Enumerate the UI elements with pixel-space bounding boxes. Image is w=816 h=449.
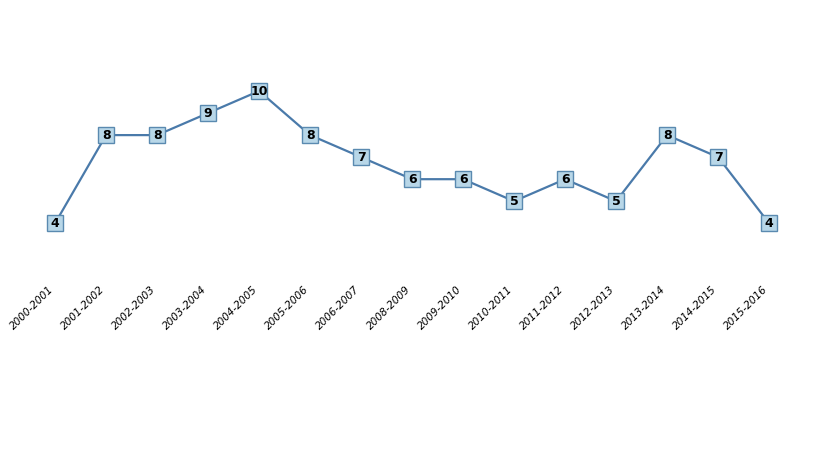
Text: 5: 5	[510, 195, 518, 208]
Text: 7: 7	[357, 151, 366, 163]
Text: 4: 4	[765, 217, 774, 230]
Text: 8: 8	[102, 128, 110, 141]
Text: 5: 5	[612, 195, 620, 208]
Text: 10: 10	[251, 84, 268, 97]
Text: 7: 7	[714, 151, 722, 163]
Text: 9: 9	[204, 106, 212, 119]
Text: 8: 8	[306, 128, 314, 141]
Text: 4: 4	[51, 217, 60, 230]
Text: 6: 6	[561, 173, 570, 186]
Text: 6: 6	[459, 173, 468, 186]
Text: 8: 8	[153, 128, 162, 141]
Text: 8: 8	[663, 128, 672, 141]
Text: 6: 6	[408, 173, 416, 186]
